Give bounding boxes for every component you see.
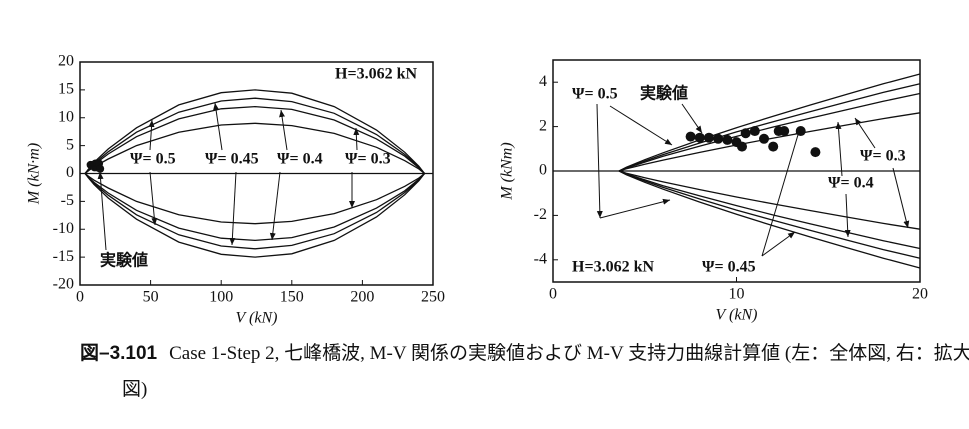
y-tick-label: -10 (53, 220, 74, 237)
y-tick-label: 4 (539, 73, 547, 90)
annotation: Ψ= 0.4 (277, 151, 323, 168)
annotation: Ψ= 0.45 (702, 259, 756, 276)
y-tick-label: 15 (58, 81, 74, 98)
x-tick-label: 100 (209, 289, 233, 306)
arrow (279, 109, 288, 151)
arrow (844, 193, 851, 238)
annotation: Ψ= 0.3 (860, 148, 906, 165)
curve (618, 170, 921, 259)
arrow (213, 102, 223, 151)
arrow (353, 127, 360, 151)
y-tick-label: 10 (58, 108, 74, 125)
x-axis-label: V (kN) (236, 310, 278, 327)
x-tick-label: 50 (143, 289, 159, 306)
annotation: Ψ= 0.3 (345, 151, 391, 168)
y-axis-label: M (kN·m) (26, 143, 43, 205)
experimental-point (779, 126, 790, 137)
annotation: 実験値 (640, 84, 688, 103)
experimental-point (810, 147, 821, 158)
arrow (596, 103, 603, 219)
caption-text: Case 1-Step 2, 七峰橋波, M-V 関係の実験値および M-V 支… (122, 343, 969, 400)
annotation: Ψ= 0.5 (130, 151, 176, 168)
annotation: 実験値 (100, 251, 148, 270)
x-tick-label: 10 (729, 286, 745, 303)
annotation: H=3.062 kN (335, 66, 417, 83)
x-tick-label: 20 (912, 286, 928, 303)
experimental-point (694, 132, 705, 143)
y-tick-label: -5 (61, 192, 74, 209)
arrow (599, 198, 671, 219)
x-axis-label: V (kN) (716, 307, 758, 324)
arrow (229, 171, 237, 246)
experimental-point (759, 133, 770, 144)
y-tick-label: 0 (66, 164, 74, 181)
experimental-point (703, 132, 714, 143)
y-tick-label: 5 (66, 136, 74, 153)
experimental-point (722, 134, 733, 145)
y-tick-label: 20 (58, 53, 74, 70)
arrow (97, 171, 107, 251)
experimental-point (685, 131, 696, 142)
curve (84, 173, 425, 250)
curve (618, 170, 921, 230)
curve (618, 83, 921, 172)
experimental-point (768, 141, 779, 152)
arrow (761, 127, 801, 257)
curve (618, 170, 921, 250)
arrow (149, 171, 158, 226)
arrow (761, 231, 796, 257)
annotation: H=3.062 kN (572, 259, 654, 276)
experimental-point (795, 126, 806, 137)
annotation: Ψ= 0.4 (828, 175, 874, 192)
arrow (609, 105, 673, 146)
experimental-point (713, 133, 724, 144)
curve (618, 92, 921, 172)
experimental-point (740, 128, 751, 139)
curve (84, 173, 426, 258)
experimental-point (737, 141, 748, 152)
arrow (835, 121, 843, 177)
arrow (681, 103, 703, 134)
x-tick-label: 200 (350, 289, 374, 306)
x-tick-label: 250 (421, 289, 445, 306)
annotation: Ψ= 0.45 (205, 151, 259, 168)
x-tick-label: 0 (76, 289, 84, 306)
experimental-point (749, 126, 760, 137)
caption: 図–3.101 Case 1-Step 2, 七峰橋波, M-V 関係の実験値およ… (80, 336, 969, 408)
y-axis-label: M (kNm) (499, 142, 516, 200)
arrow (148, 119, 155, 151)
curve (84, 172, 425, 225)
curve (618, 170, 921, 269)
y-tick-label: -4 (534, 250, 547, 267)
y-tick-label: -2 (534, 206, 547, 223)
x-tick-label: 150 (280, 289, 304, 306)
y-tick-label: 0 (539, 162, 547, 179)
experimental-point (96, 164, 105, 173)
y-tick-label: -15 (53, 248, 74, 265)
y-tick-label: 2 (539, 117, 547, 134)
caption-label: 図–3.101 (80, 343, 158, 364)
curve (84, 173, 425, 242)
arrow (269, 171, 281, 241)
arrow (892, 167, 910, 229)
x-tick-label: 0 (549, 286, 557, 303)
curve (618, 73, 921, 172)
y-tick-label: -20 (53, 276, 74, 293)
arrow (854, 117, 876, 149)
annotation: Ψ= 0.5 (572, 86, 618, 103)
